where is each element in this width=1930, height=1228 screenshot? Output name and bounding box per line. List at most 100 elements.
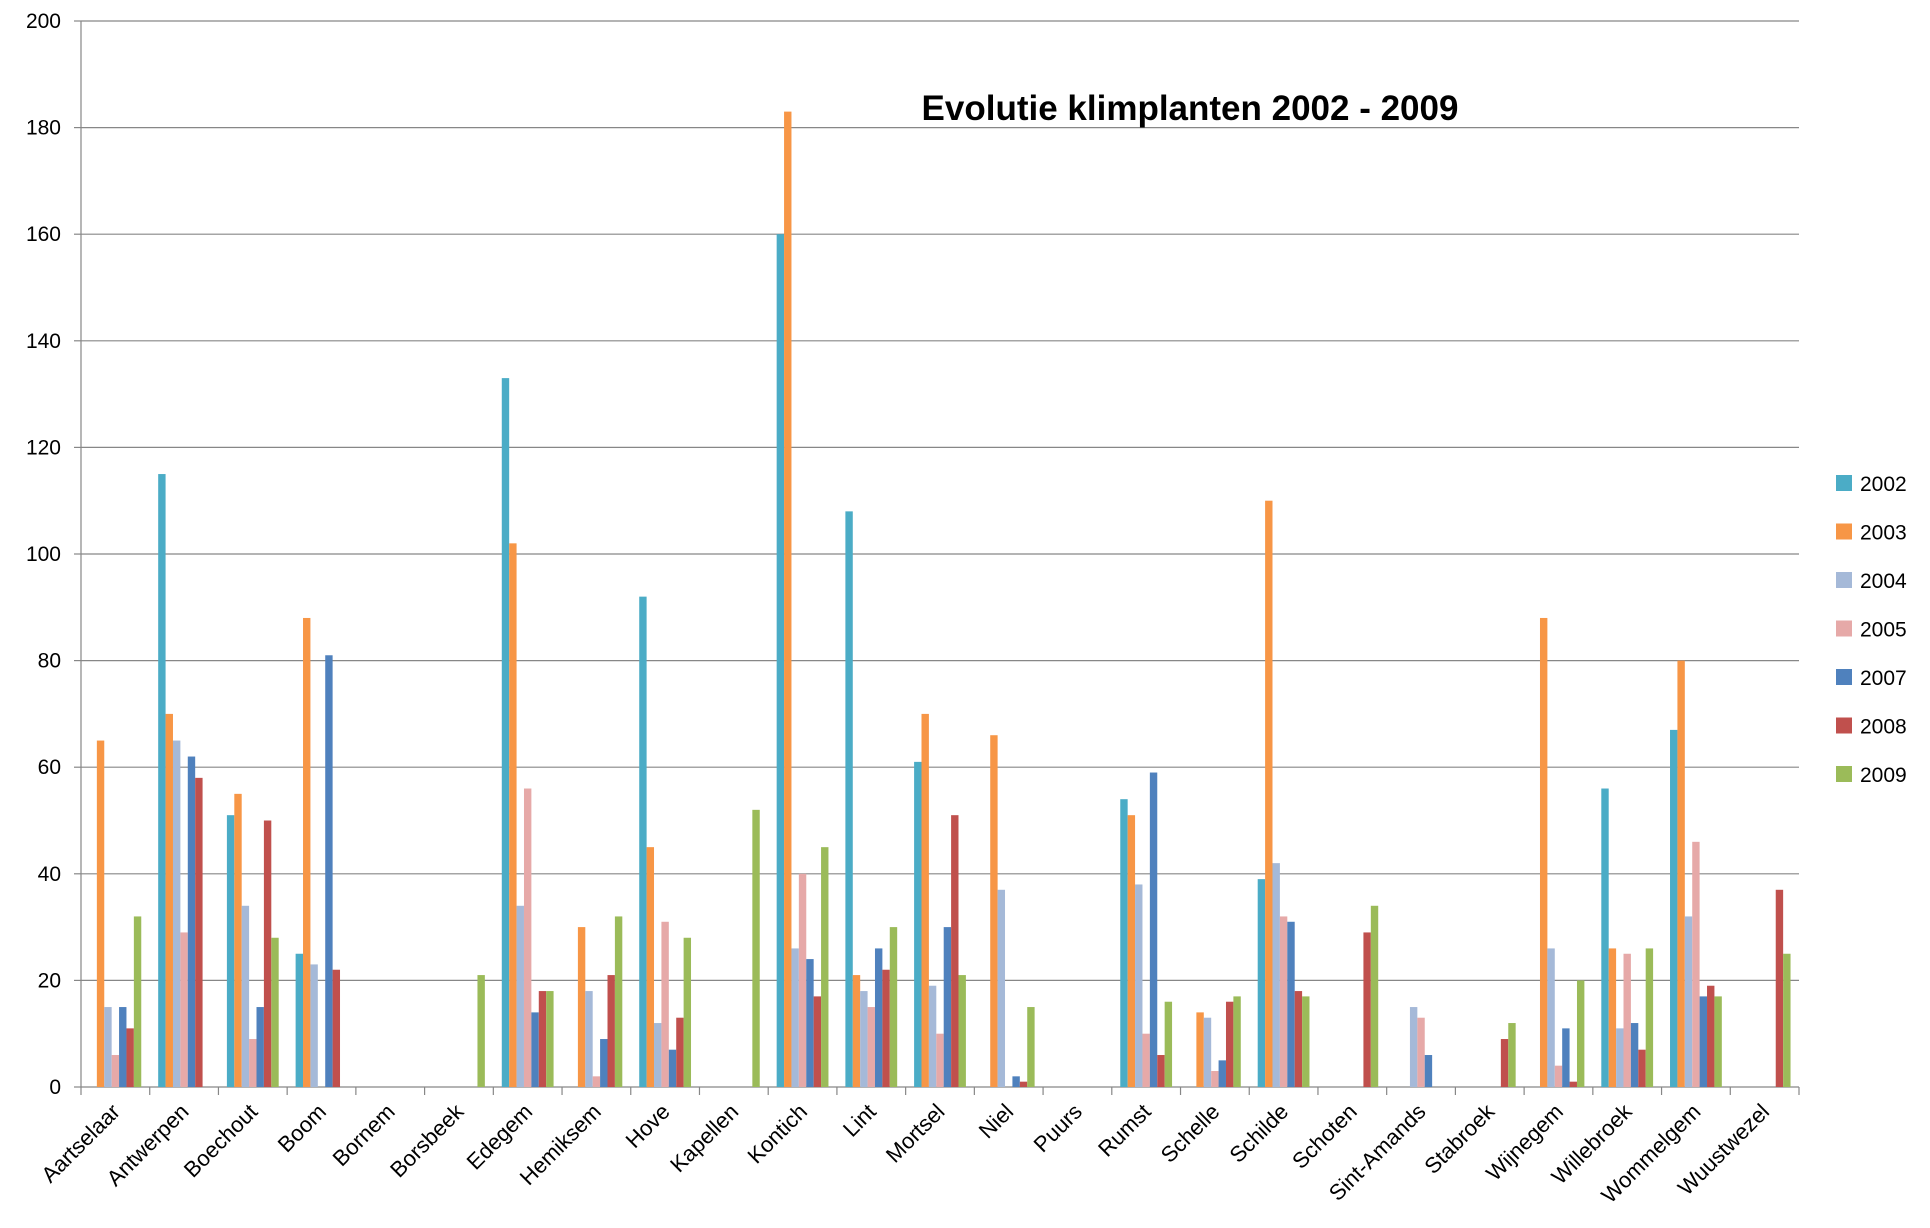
bar <box>1409 1007 1418 1087</box>
bar <box>1547 948 1555 1087</box>
bar <box>776 234 785 1087</box>
bar <box>845 511 853 1087</box>
legend-swatch <box>1836 669 1852 685</box>
x-tick-label: Boom <box>273 1099 331 1157</box>
bar <box>531 1012 539 1087</box>
bar <box>303 617 311 1087</box>
bar <box>1616 1028 1624 1087</box>
bar <box>119 1007 127 1087</box>
y-tick-label: 180 <box>26 117 61 140</box>
bar <box>104 1007 112 1087</box>
bar <box>180 932 188 1087</box>
bar <box>1279 916 1288 1087</box>
bar <box>195 777 203 1087</box>
bar <box>1630 1023 1639 1087</box>
bar <box>668 1049 677 1087</box>
y-tick-label: 160 <box>26 223 61 246</box>
bar <box>187 756 196 1087</box>
y-tick-label: 0 <box>49 1076 61 1099</box>
bar <box>1149 772 1158 1087</box>
y-tick-label: 80 <box>38 650 61 673</box>
bar <box>1539 617 1548 1087</box>
bar <box>882 969 890 1087</box>
bar <box>1164 1001 1173 1087</box>
bar <box>1623 953 1631 1087</box>
bar <box>1157 1055 1165 1087</box>
bar <box>538 991 547 1087</box>
y-tick-label: 140 <box>26 330 61 353</box>
bar <box>1257 879 1266 1087</box>
bar <box>867 1007 875 1087</box>
bar <box>1569 1081 1577 1087</box>
x-tick-label: Schilde <box>1224 1099 1293 1168</box>
bar <box>263 820 272 1087</box>
y-axis: 0 20 40 60 80 100 120 140 160 180 200 <box>26 10 82 1099</box>
y-tick-label: 20 <box>38 969 61 992</box>
bar <box>1500 1039 1509 1087</box>
bar <box>1576 980 1585 1087</box>
bar <box>1019 1081 1028 1087</box>
bar <box>821 847 829 1087</box>
bar <box>914 761 922 1087</box>
bar <box>614 916 623 1087</box>
x-tick-label: Kapellen <box>665 1099 743 1177</box>
bar <box>874 948 883 1087</box>
chart-title: Evolutie klimplanten 2002 - 2009 <box>922 89 1459 128</box>
bar <box>1233 996 1241 1087</box>
bar <box>111 1055 120 1087</box>
bar <box>1225 1001 1234 1087</box>
bar <box>477 975 485 1087</box>
x-tick-label: Lint <box>838 1099 881 1142</box>
bar <box>784 111 792 1088</box>
y-tick-label: 200 <box>26 10 61 33</box>
bar <box>1203 1017 1212 1087</box>
legend-label: 2009 <box>1860 764 1907 787</box>
bar <box>936 1033 944 1087</box>
bar <box>172 740 181 1087</box>
x-tick-label: Niel <box>974 1099 1018 1143</box>
legend-swatch <box>1836 717 1852 734</box>
bar <box>1287 921 1295 1087</box>
bar <box>1562 1028 1570 1087</box>
legend: 2002 2003 2004 2005 2007 2008 2009 <box>1836 473 1907 787</box>
bar <box>806 959 814 1087</box>
bar <box>523 788 532 1087</box>
x-tick-label: Kontich <box>743 1099 813 1169</box>
bar <box>600 1039 608 1087</box>
bar <box>661 921 669 1087</box>
bar <box>860 991 868 1087</box>
bar <box>1417 1017 1425 1087</box>
bar <box>1363 932 1371 1087</box>
x-tick-label: Hove <box>621 1099 675 1153</box>
bar <box>1601 788 1609 1087</box>
bar <box>546 991 554 1087</box>
bar <box>1120 799 1128 1087</box>
bar <box>1424 1055 1433 1087</box>
bar <box>1211 1071 1219 1087</box>
x-tick-label: Mortsel <box>881 1099 950 1168</box>
bar <box>1135 884 1143 1087</box>
bar <box>607 975 615 1087</box>
bar <box>646 847 655 1087</box>
x-tick-label: Borsbeek <box>385 1098 469 1182</box>
bar <box>271 937 279 1087</box>
legend-swatch <box>1836 620 1852 637</box>
legend-swatch <box>1836 475 1852 491</box>
bar <box>889 927 898 1087</box>
bar <box>683 937 692 1087</box>
bar <box>133 916 142 1087</box>
legend-label: 2003 <box>1860 522 1907 545</box>
bar <box>1508 1023 1516 1087</box>
bar <box>1554 1065 1563 1087</box>
legend-swatch <box>1836 766 1852 782</box>
bar <box>516 905 524 1087</box>
bar <box>1608 948 1617 1087</box>
bar <box>310 964 318 1087</box>
bar <box>752 809 760 1087</box>
legend-label: 2005 <box>1860 619 1907 642</box>
bars <box>96 111 1791 1088</box>
bar <box>592 1076 601 1087</box>
x-tick-label: Boechout <box>179 1099 262 1182</box>
bar <box>1638 1049 1646 1087</box>
